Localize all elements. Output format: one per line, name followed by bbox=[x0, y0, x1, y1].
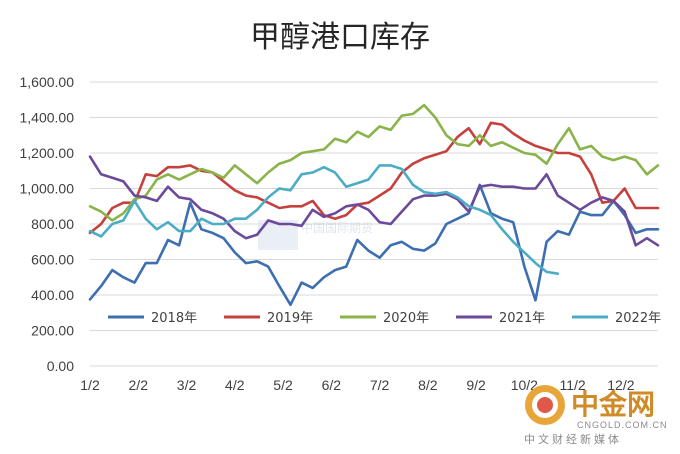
y-tick-label: 0.00 bbox=[47, 358, 74, 374]
x-axis-ticks: 1/2 2/2 3/2 4/2 5/2 6/2 7/2 8/2 9/2 10/2 11/2 12/2 bbox=[80, 377, 634, 393]
watermark-text: 中国国际期货 bbox=[301, 220, 373, 235]
x-tick-label: 6/2 bbox=[322, 377, 342, 393]
y-tick-label: 400.00 bbox=[31, 287, 74, 303]
x-tick-label: 12/2 bbox=[607, 377, 634, 393]
series-lines bbox=[88, 103, 660, 307]
x-tick-label: 7/2 bbox=[370, 377, 390, 393]
y-tick-label: 200.00 bbox=[31, 323, 74, 339]
legend: 2018年 2019年 2020年 2021年 2022年 bbox=[108, 311, 661, 326]
legend-label: 2021年 bbox=[499, 311, 545, 326]
logo-name: 中金网 bbox=[571, 388, 655, 421]
y-tick-label: 800.00 bbox=[31, 216, 74, 232]
legend-label: 2020年 bbox=[383, 311, 429, 326]
x-tick-label: 4/2 bbox=[225, 377, 245, 393]
y-tick-label: 1,600.00 bbox=[20, 74, 75, 90]
legend-label: 2018年 bbox=[151, 311, 197, 326]
logo-tagline: 中文财经新媒体 bbox=[524, 432, 622, 446]
x-tick-label: 9/2 bbox=[466, 377, 486, 393]
x-tick-label: 8/2 bbox=[418, 377, 438, 393]
series-line-1 bbox=[88, 183, 660, 307]
legend-label: 2022年 bbox=[615, 311, 661, 326]
series-line-2 bbox=[88, 121, 660, 235]
x-tick-label: 5/2 bbox=[273, 377, 293, 393]
series-line-5 bbox=[88, 164, 560, 276]
y-tick-label: 600.00 bbox=[31, 252, 74, 268]
series-line-3 bbox=[88, 103, 660, 222]
series-line-4 bbox=[88, 155, 660, 247]
cngold-logo: 中金网 CNGOLD.COM.CN 中文财经新媒体 bbox=[524, 385, 668, 446]
chart-title: 甲醇港口库存 bbox=[250, 20, 430, 55]
y-tick-label: 1,200.00 bbox=[20, 145, 75, 161]
x-tick-label: 10/2 bbox=[511, 377, 538, 393]
y-tick-label: 1,400.00 bbox=[20, 110, 75, 126]
x-tick-label: 1/2 bbox=[80, 377, 100, 393]
y-axis-ticks: 0.00 200.00 400.00 600.00 800.00 1,000.00 1,20… bbox=[20, 74, 75, 374]
legend-label: 2019年 bbox=[267, 311, 313, 326]
x-tick-label: 11/2 bbox=[560, 377, 586, 393]
x-tick-label: 2/2 bbox=[129, 377, 149, 393]
y-tick-label: 1,000.00 bbox=[20, 181, 75, 197]
x-tick-label: 3/2 bbox=[177, 377, 197, 393]
logo-domain: CNGOLD.COM.CN bbox=[577, 420, 668, 430]
